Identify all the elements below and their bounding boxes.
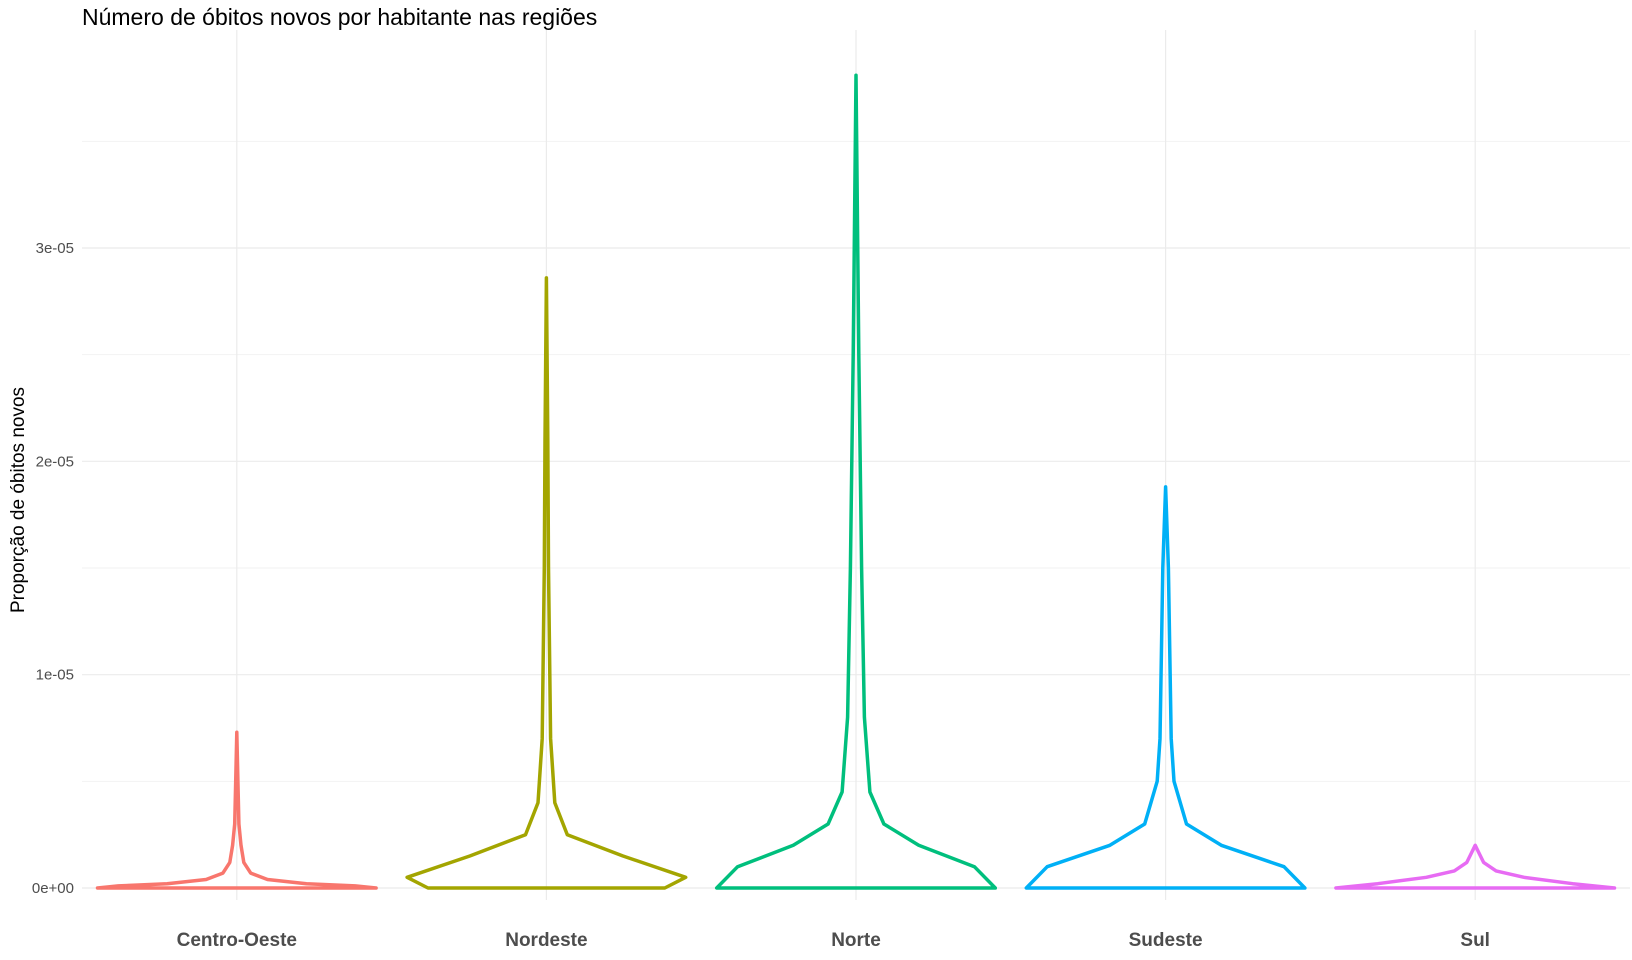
x-tick-label: Centro-Oeste xyxy=(177,930,297,951)
y-tick-label: 1e-05 xyxy=(36,667,74,684)
violin-nordeste xyxy=(405,276,688,890)
chart-title: Número de óbitos novos por habitante nas… xyxy=(82,4,598,30)
y-tick-label: 3e-05 xyxy=(36,240,74,257)
y-tick-labels: 0e+00 1e-05 2e-05 3e-05 xyxy=(32,240,74,897)
x-tick-label: Nordeste xyxy=(505,930,587,951)
x-tick-label: Sul xyxy=(1460,930,1490,951)
y-tick-label: 0e+00 xyxy=(32,880,74,897)
violin-layer xyxy=(95,73,1617,890)
x-tick-labels: Centro-Oeste Nordeste Norte Sudeste Sul xyxy=(177,930,1490,951)
y-axis-title: Proporção de óbitos novos xyxy=(8,387,29,613)
violin-norte xyxy=(714,73,998,890)
violin-centro-oeste xyxy=(95,730,378,890)
x-tick-label: Sudeste xyxy=(1129,930,1203,951)
violin-sul xyxy=(1334,843,1617,890)
violin-sudeste xyxy=(1024,485,1307,890)
y-tick-label: 2e-05 xyxy=(36,453,74,470)
x-tick-label: Norte xyxy=(831,930,881,951)
